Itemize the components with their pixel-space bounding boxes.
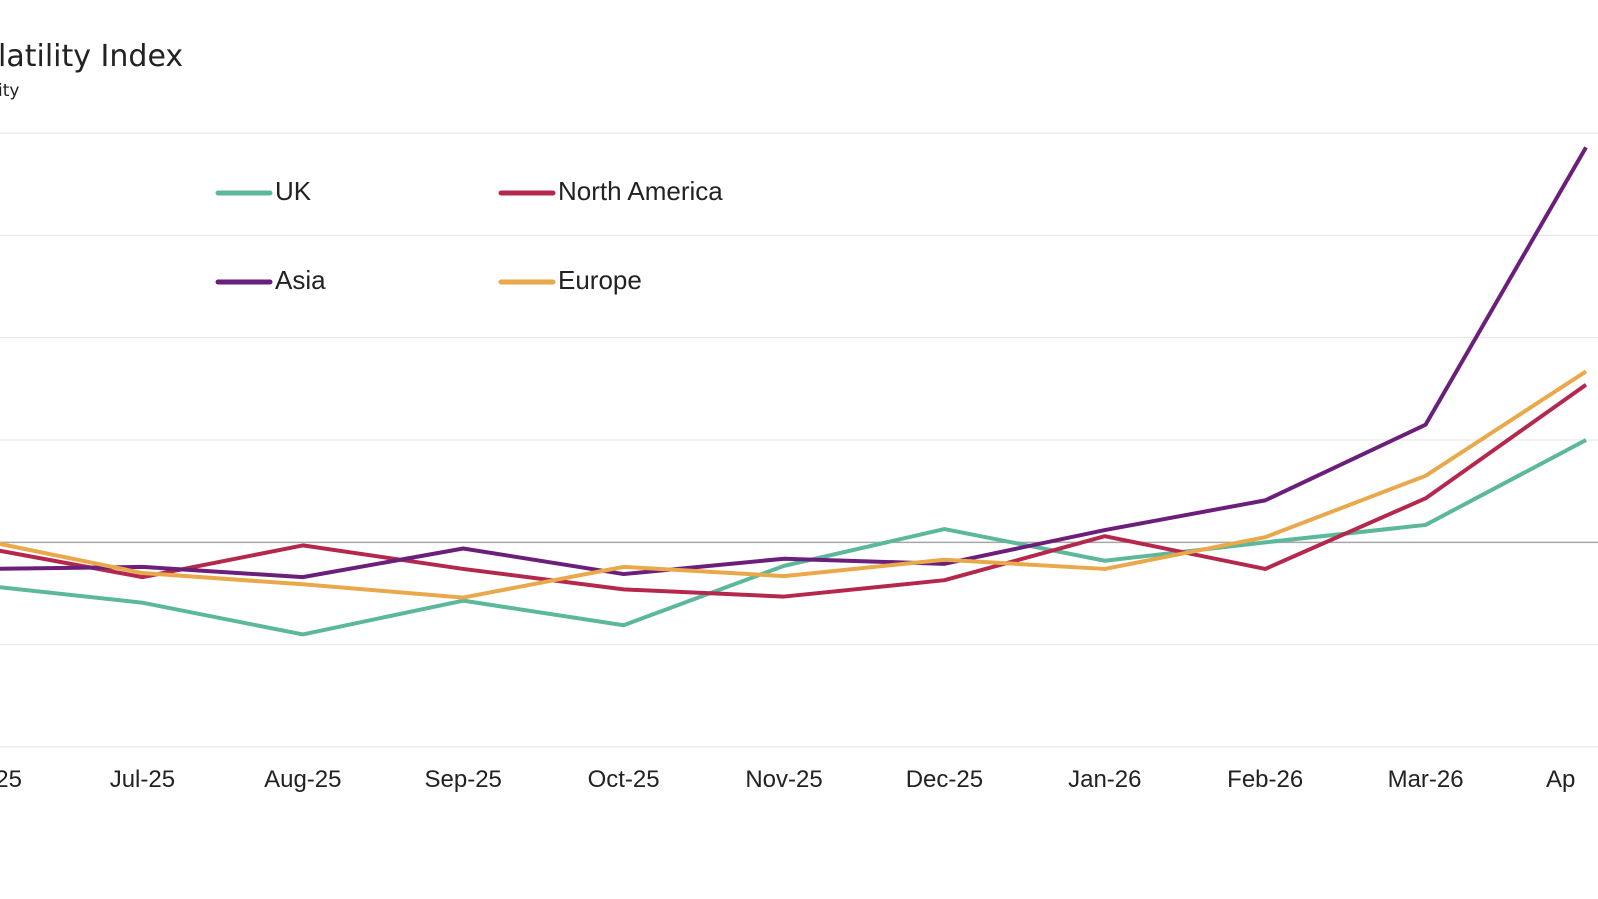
x-tick-label: Dec-25	[906, 766, 983, 793]
chart-subtitle: ity	[0, 81, 19, 101]
x-tick-label: Mar-26	[1388, 766, 1464, 793]
x-tick-label: Aug-25	[264, 766, 341, 793]
series-line	[0, 438, 1587, 637]
x-tick-label: 25	[0, 766, 22, 793]
legend-label: UK	[275, 176, 312, 206]
legend-label: Europe	[558, 265, 642, 295]
legend-label: Asia	[275, 265, 326, 295]
x-tick-label: Ap	[1546, 766, 1575, 793]
series-line	[0, 369, 1588, 600]
legend-label: North America	[558, 176, 723, 206]
series-line	[0, 146, 1588, 580]
x-tick-label: Sep-25	[425, 766, 502, 793]
x-tick-label: Jan-26	[1068, 766, 1141, 793]
series-line	[0, 383, 1588, 599]
x-tick-label: Oct-25	[588, 766, 660, 793]
x-tick-label: Jul-25	[110, 766, 175, 793]
chart-title: latility Index	[0, 39, 183, 74]
x-tick-label: Nov-25	[745, 766, 822, 793]
x-tick-label: Feb-26	[1227, 766, 1303, 793]
